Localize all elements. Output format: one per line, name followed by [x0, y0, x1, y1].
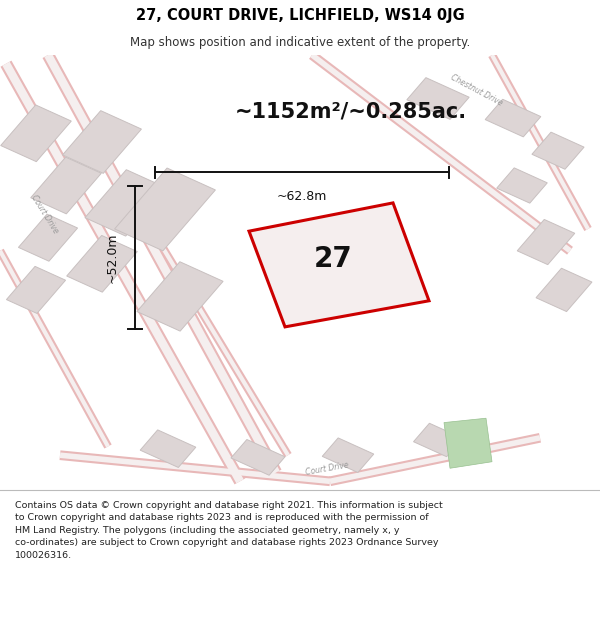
- Polygon shape: [413, 423, 463, 457]
- Polygon shape: [7, 266, 65, 313]
- Polygon shape: [322, 438, 374, 472]
- Text: Map shows position and indicative extent of the property.: Map shows position and indicative extent…: [130, 36, 470, 49]
- Polygon shape: [85, 170, 167, 236]
- Text: Court Drive: Court Drive: [305, 460, 349, 476]
- Polygon shape: [517, 219, 575, 264]
- Polygon shape: [532, 132, 584, 169]
- Polygon shape: [140, 430, 196, 468]
- Polygon shape: [485, 99, 541, 137]
- Text: Court Drive: Court Drive: [29, 193, 61, 235]
- Text: 27, COURT DRIVE, LICHFIELD, WS14 0JG: 27, COURT DRIVE, LICHFIELD, WS14 0JG: [136, 8, 464, 23]
- Text: 27: 27: [314, 246, 352, 274]
- Polygon shape: [19, 214, 77, 261]
- Text: Contains OS data © Crown copyright and database right 2021. This information is : Contains OS data © Crown copyright and d…: [15, 501, 443, 560]
- Polygon shape: [115, 168, 215, 251]
- Text: Chestnut Drive: Chestnut Drive: [449, 72, 505, 107]
- Polygon shape: [444, 418, 492, 468]
- Polygon shape: [497, 168, 547, 203]
- Polygon shape: [31, 157, 101, 214]
- Polygon shape: [536, 268, 592, 312]
- Polygon shape: [407, 78, 469, 119]
- Polygon shape: [62, 111, 142, 173]
- Polygon shape: [67, 236, 137, 292]
- Polygon shape: [1, 105, 71, 162]
- Text: ~52.0m: ~52.0m: [106, 232, 119, 282]
- Polygon shape: [137, 262, 223, 331]
- Polygon shape: [231, 439, 285, 475]
- Polygon shape: [249, 203, 429, 327]
- Text: ~1152m²/~0.285ac.: ~1152m²/~0.285ac.: [235, 101, 467, 121]
- Text: ~62.8m: ~62.8m: [277, 190, 327, 203]
